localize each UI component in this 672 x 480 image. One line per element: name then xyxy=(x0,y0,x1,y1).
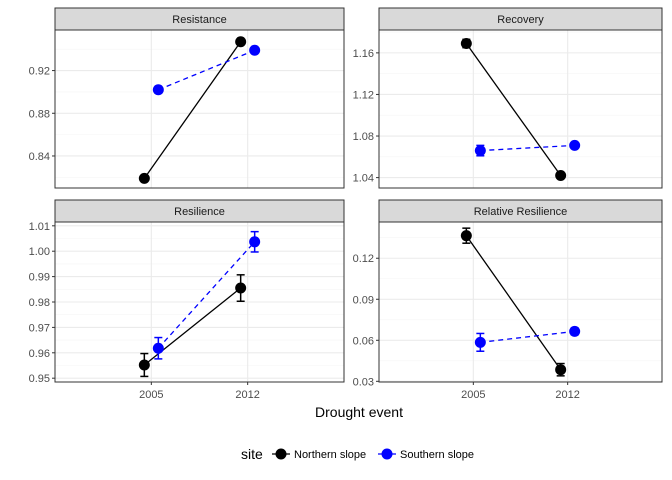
y-tick-label: 0.03 xyxy=(353,376,374,388)
panel-border xyxy=(378,221,663,383)
series-line-northern-slope xyxy=(465,235,562,371)
series-line-northern-slope xyxy=(465,43,562,176)
x-axis: 2005 2012 2005 2012 xyxy=(139,382,580,401)
panel-background xyxy=(55,30,344,188)
legend-item-southern-slope: Southern slope xyxy=(378,448,474,461)
series-line-southern-slope xyxy=(480,330,575,343)
legend-key-point xyxy=(381,448,393,460)
y-tick-label: 1.01 xyxy=(29,221,50,233)
y-tick-label: 0.12 xyxy=(353,253,374,265)
x-tick-label: 2005 xyxy=(461,389,485,401)
data-point-northern-slope-2012 xyxy=(235,282,247,294)
panel-border xyxy=(378,29,663,189)
legend: site Northern slope Southern slope xyxy=(241,446,474,462)
data-point-northern-slope-2012 xyxy=(235,36,247,48)
y-tick-label: 0.96 xyxy=(29,348,50,360)
y-tick-label: 1.16 xyxy=(353,48,374,60)
panel-border xyxy=(54,29,345,189)
y-tick-label: 0.84 xyxy=(29,151,50,163)
data-point-northern-slope-2005 xyxy=(138,172,150,184)
data-point-northern-slope-2005 xyxy=(138,359,150,371)
data-point-southern-slope-2005 xyxy=(152,84,164,96)
panel-resistance: Resistance 0.84 0.88 0.92 xyxy=(29,7,345,189)
y-tick-label: 0.06 xyxy=(353,335,374,347)
y-tick-label: 1.08 xyxy=(353,131,374,143)
x-axis-title: Drought event xyxy=(315,404,403,420)
x-tick-label: 2005 xyxy=(139,389,163,401)
panel-title: Recovery xyxy=(497,14,544,26)
data-point-northern-slope-2005 xyxy=(460,38,472,50)
y-tick-label: 1.04 xyxy=(353,173,374,185)
data-point-southern-slope-2012 xyxy=(249,44,261,56)
y-tick-label: 0.92 xyxy=(29,66,50,78)
data-point-northern-slope-2005 xyxy=(460,230,472,242)
data-point-southern-slope-2012 xyxy=(249,236,261,248)
data-point-southern-slope-2005 xyxy=(474,145,486,157)
x-tick-label: 2012 xyxy=(235,389,259,401)
legend-entries: Northern slope Southern slope xyxy=(272,448,474,461)
panel-relative-resilience: Relative Resilience 0.03 0.06 0.09 0.12 xyxy=(353,199,663,388)
y-tick-label: 0.09 xyxy=(353,294,374,306)
panel-border xyxy=(54,221,345,383)
y-tick-label: 0.88 xyxy=(29,108,50,120)
legend-label: Southern slope xyxy=(400,449,474,461)
data-point-southern-slope-2005 xyxy=(474,336,486,348)
y-tick-label: 1.00 xyxy=(29,246,50,258)
legend-key-point xyxy=(275,448,287,460)
panel-recovery: Recovery 1.04 1.08 1.12 1.16 xyxy=(353,7,663,189)
y-tick-label: 0.97 xyxy=(29,322,50,334)
panel-background xyxy=(379,30,662,188)
data-point-southern-slope-2012 xyxy=(569,139,581,151)
panel-title: Relative Resilience xyxy=(474,206,568,218)
panels: Resistance 0.84 0.88 0.92 Recovery 1.04 1.08 1.… xyxy=(29,7,663,388)
data-point-northern-slope-2012 xyxy=(555,364,567,376)
panel-title: Resistance xyxy=(172,14,226,26)
y-tick-label: 0.98 xyxy=(29,297,50,309)
panel-background xyxy=(379,222,662,382)
panel-resilience: Resilience 0.95 0.96 0.97 0.98 0.99 1.00 1.01 xyxy=(29,199,345,385)
panel-title: Resilience xyxy=(174,206,225,218)
y-tick-label: 0.99 xyxy=(29,272,50,284)
legend-label: Northern slope xyxy=(294,449,366,461)
x-tick-label: 2012 xyxy=(555,389,579,401)
legend-title: site xyxy=(241,446,263,462)
data-point-southern-slope-2012 xyxy=(569,325,581,337)
y-tick-label: 0.95 xyxy=(29,373,50,385)
series-line-northern-slope xyxy=(143,41,242,179)
legend-item-northern-slope: Northern slope xyxy=(272,448,366,461)
series-line-southern-slope xyxy=(480,144,575,152)
data-point-northern-slope-2012 xyxy=(555,170,567,182)
y-tick-label: 1.12 xyxy=(353,89,374,101)
data-point-southern-slope-2005 xyxy=(152,342,164,354)
series-line-southern-slope xyxy=(157,241,256,349)
